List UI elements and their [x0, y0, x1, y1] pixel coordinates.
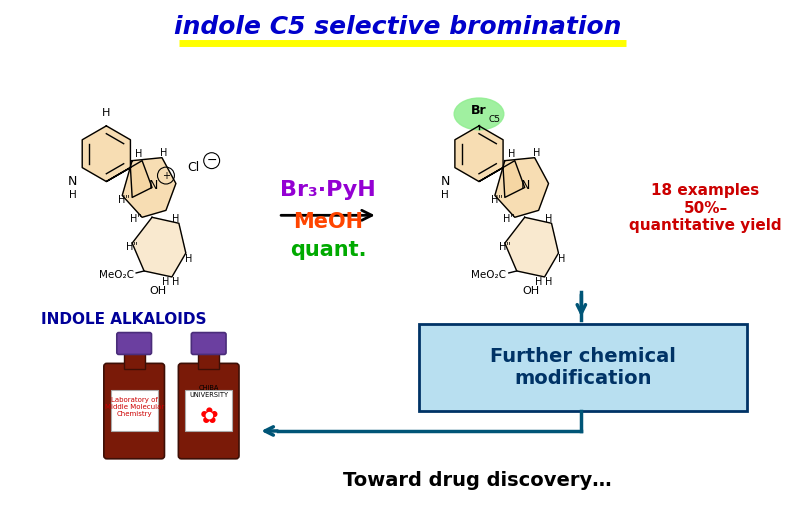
Text: H: H — [545, 277, 552, 287]
Text: H": H" — [503, 214, 514, 224]
Text: MeO₂C: MeO₂C — [471, 270, 506, 280]
Polygon shape — [479, 161, 525, 198]
Polygon shape — [106, 161, 152, 198]
Text: H: H — [442, 190, 449, 200]
FancyBboxPatch shape — [419, 324, 747, 411]
FancyBboxPatch shape — [178, 364, 239, 459]
Polygon shape — [505, 217, 558, 277]
Text: H": H" — [118, 196, 130, 206]
Text: +: + — [162, 171, 170, 181]
FancyBboxPatch shape — [117, 332, 151, 355]
Text: MeO₂C: MeO₂C — [98, 270, 134, 280]
Text: H: H — [172, 214, 179, 224]
FancyBboxPatch shape — [111, 390, 158, 431]
Text: H: H — [533, 148, 540, 158]
Polygon shape — [455, 126, 503, 182]
Text: MeOH: MeOH — [293, 213, 363, 232]
Polygon shape — [495, 158, 549, 217]
Text: H": H" — [499, 242, 510, 252]
FancyBboxPatch shape — [191, 332, 226, 355]
Text: Br: Br — [471, 104, 486, 118]
Text: N: N — [441, 175, 450, 188]
Text: −: − — [206, 154, 217, 167]
Text: H: H — [185, 254, 193, 264]
Text: H: H — [535, 277, 542, 287]
Text: H": H" — [130, 214, 142, 224]
Text: C5: C5 — [489, 116, 501, 125]
Text: H: H — [172, 277, 179, 287]
Text: N: N — [148, 179, 158, 192]
FancyBboxPatch shape — [186, 390, 232, 431]
Text: indole C5 selective bromination: indole C5 selective bromination — [174, 14, 621, 39]
Text: H: H — [102, 108, 110, 118]
Polygon shape — [82, 126, 130, 182]
Polygon shape — [122, 158, 176, 217]
Text: H: H — [508, 149, 515, 158]
Text: H: H — [69, 190, 77, 200]
Text: N: N — [521, 179, 530, 192]
Text: H: H — [545, 214, 552, 224]
Text: OH: OH — [522, 286, 539, 296]
Text: Br₃·PyH: Br₃·PyH — [280, 181, 376, 200]
Bar — [124, 349, 145, 369]
Polygon shape — [132, 217, 186, 277]
Text: H: H — [135, 149, 143, 158]
Text: H": H" — [126, 242, 138, 252]
Text: Cl: Cl — [188, 161, 200, 174]
Text: ✿: ✿ — [199, 407, 218, 427]
Text: INDOLE ALKALOIDS: INDOLE ALKALOIDS — [42, 312, 207, 327]
Text: H: H — [160, 148, 168, 158]
Text: Toward drug discovery…: Toward drug discovery… — [342, 471, 611, 490]
Text: 18 examples
50%–
quantitative yield: 18 examples 50%– quantitative yield — [630, 183, 782, 233]
Bar — [198, 349, 219, 369]
Text: Laboratory of
Middle Molecular
Chemistry: Laboratory of Middle Molecular Chemistry — [105, 397, 164, 417]
Ellipse shape — [454, 98, 504, 130]
Text: quant.: quant. — [290, 240, 366, 260]
Text: Further chemical
modification: Further chemical modification — [490, 347, 676, 388]
Text: H: H — [558, 254, 565, 264]
Text: H": H" — [491, 196, 503, 206]
Text: N: N — [68, 175, 78, 188]
Text: H: H — [162, 277, 170, 287]
Text: CHIBA
UNIVERSITY: CHIBA UNIVERSITY — [189, 385, 228, 398]
FancyBboxPatch shape — [104, 364, 165, 459]
Text: OH: OH — [150, 286, 166, 296]
